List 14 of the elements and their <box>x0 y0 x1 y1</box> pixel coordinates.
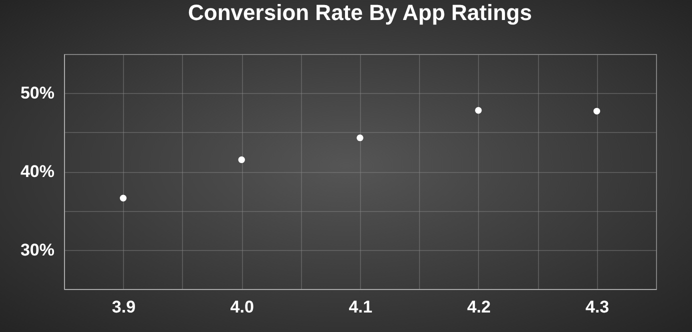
point <box>356 134 364 142</box>
x-tick-label: 4.0 <box>230 298 254 316</box>
x-tick-label: 3.9 <box>112 298 136 316</box>
point <box>475 107 482 114</box>
point <box>238 156 245 164</box>
x-tick-label: 4.3 <box>585 298 610 316</box>
y-tick-label: 50% <box>20 84 54 103</box>
y-tick-label: 30% <box>20 240 54 260</box>
point <box>593 108 600 115</box>
x-tick-label: 4.1 <box>348 298 372 316</box>
x-tick-label: 4.2 <box>467 298 491 316</box>
chart-title: Conversion Rate By App Ratings <box>188 0 532 25</box>
y-tick-label: 40% <box>20 162 54 181</box>
point <box>120 194 127 202</box>
